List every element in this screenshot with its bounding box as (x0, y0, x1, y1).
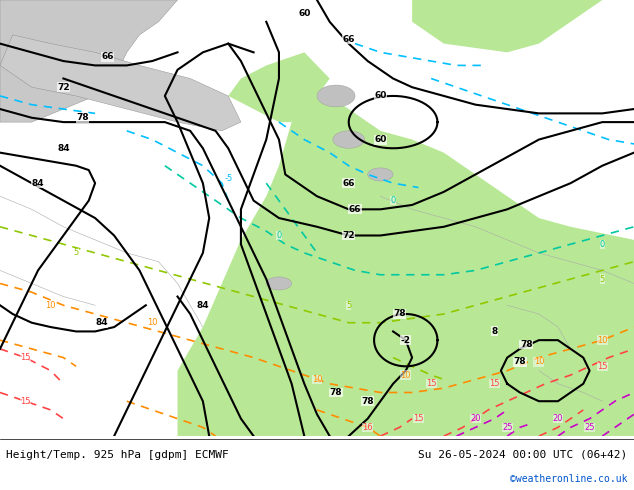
Polygon shape (178, 87, 634, 436)
Text: Height/Temp. 925 hPa [gdpm] ECMWF: Height/Temp. 925 hPa [gdpm] ECMWF (6, 450, 229, 460)
Text: 78: 78 (76, 113, 89, 122)
Text: 78: 78 (361, 397, 374, 406)
Text: 84: 84 (95, 318, 108, 327)
Text: 0: 0 (391, 196, 396, 205)
Text: 15: 15 (20, 353, 30, 362)
Polygon shape (0, 0, 178, 122)
Text: 5: 5 (346, 301, 351, 310)
Text: 78: 78 (330, 388, 342, 397)
Text: 10: 10 (312, 375, 322, 384)
Text: 8: 8 (491, 327, 498, 336)
Polygon shape (0, 35, 241, 131)
Text: 15: 15 (20, 397, 30, 406)
Text: 5: 5 (74, 248, 79, 257)
Text: 78: 78 (514, 358, 526, 367)
Text: 72: 72 (57, 83, 70, 92)
Text: 15: 15 (413, 414, 424, 423)
Text: 66: 66 (342, 35, 355, 44)
Text: 16: 16 (363, 423, 373, 432)
Ellipse shape (266, 277, 292, 290)
Text: -2: -2 (401, 336, 411, 344)
Text: 20: 20 (553, 414, 563, 423)
Text: 84: 84 (197, 301, 209, 310)
Text: 10: 10 (147, 318, 157, 327)
Text: 84: 84 (57, 144, 70, 153)
Text: 60: 60 (374, 92, 387, 100)
Text: 10: 10 (401, 370, 411, 380)
Text: 15: 15 (597, 362, 607, 371)
Text: -5: -5 (224, 174, 233, 183)
Text: 60: 60 (374, 135, 387, 144)
Text: 10: 10 (534, 358, 544, 367)
Text: 15: 15 (426, 379, 436, 388)
Text: 72: 72 (342, 231, 355, 240)
Text: 20: 20 (470, 414, 481, 423)
Ellipse shape (333, 131, 365, 148)
Text: 15: 15 (489, 379, 500, 388)
Text: Su 26-05-2024 00:00 UTC (06+42): Su 26-05-2024 00:00 UTC (06+42) (418, 450, 628, 460)
Text: 60: 60 (298, 9, 311, 18)
Text: 66: 66 (101, 52, 114, 61)
Text: 66: 66 (349, 205, 361, 214)
Text: 84: 84 (32, 179, 44, 188)
Text: 78: 78 (520, 340, 533, 349)
Text: 0: 0 (600, 240, 605, 249)
Text: 10: 10 (597, 336, 607, 344)
Text: 10: 10 (46, 301, 56, 310)
Polygon shape (412, 0, 602, 52)
Polygon shape (228, 52, 330, 122)
Text: ©weatheronline.co.uk: ©weatheronline.co.uk (510, 474, 628, 484)
Text: 0: 0 (276, 231, 281, 240)
Text: 66: 66 (342, 179, 355, 188)
Ellipse shape (317, 85, 355, 107)
Text: 78: 78 (393, 310, 406, 318)
Text: 25: 25 (585, 423, 595, 432)
Text: 25: 25 (502, 423, 512, 432)
Ellipse shape (368, 168, 393, 181)
Text: 5: 5 (600, 274, 605, 284)
